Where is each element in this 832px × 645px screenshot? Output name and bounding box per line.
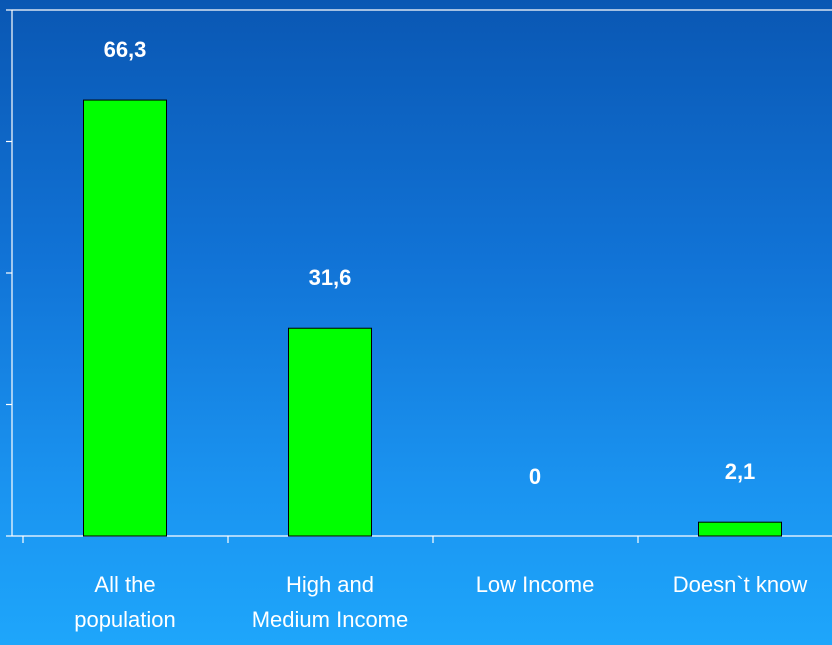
x-tick-label: Doesn`t know [673, 572, 808, 597]
bar [83, 99, 167, 537]
x-tick-label: Low Income [476, 572, 595, 597]
bar [288, 327, 372, 537]
x-tick-label: High and Medium Income [252, 572, 409, 632]
data-label: 66,3 [104, 37, 147, 62]
x-tick-label: All the population [74, 572, 176, 632]
data-label: 2,1 [725, 459, 756, 484]
bar [698, 521, 782, 537]
chart-x-tick-labels: All the population High and Medium Income Lo… [74, 572, 807, 632]
data-label: 0 [529, 464, 541, 489]
chart-data-labels: 66,3 31,6 0 2,1 [104, 37, 756, 489]
chart-bars [83, 99, 782, 537]
data-label: 31,6 [309, 265, 352, 290]
